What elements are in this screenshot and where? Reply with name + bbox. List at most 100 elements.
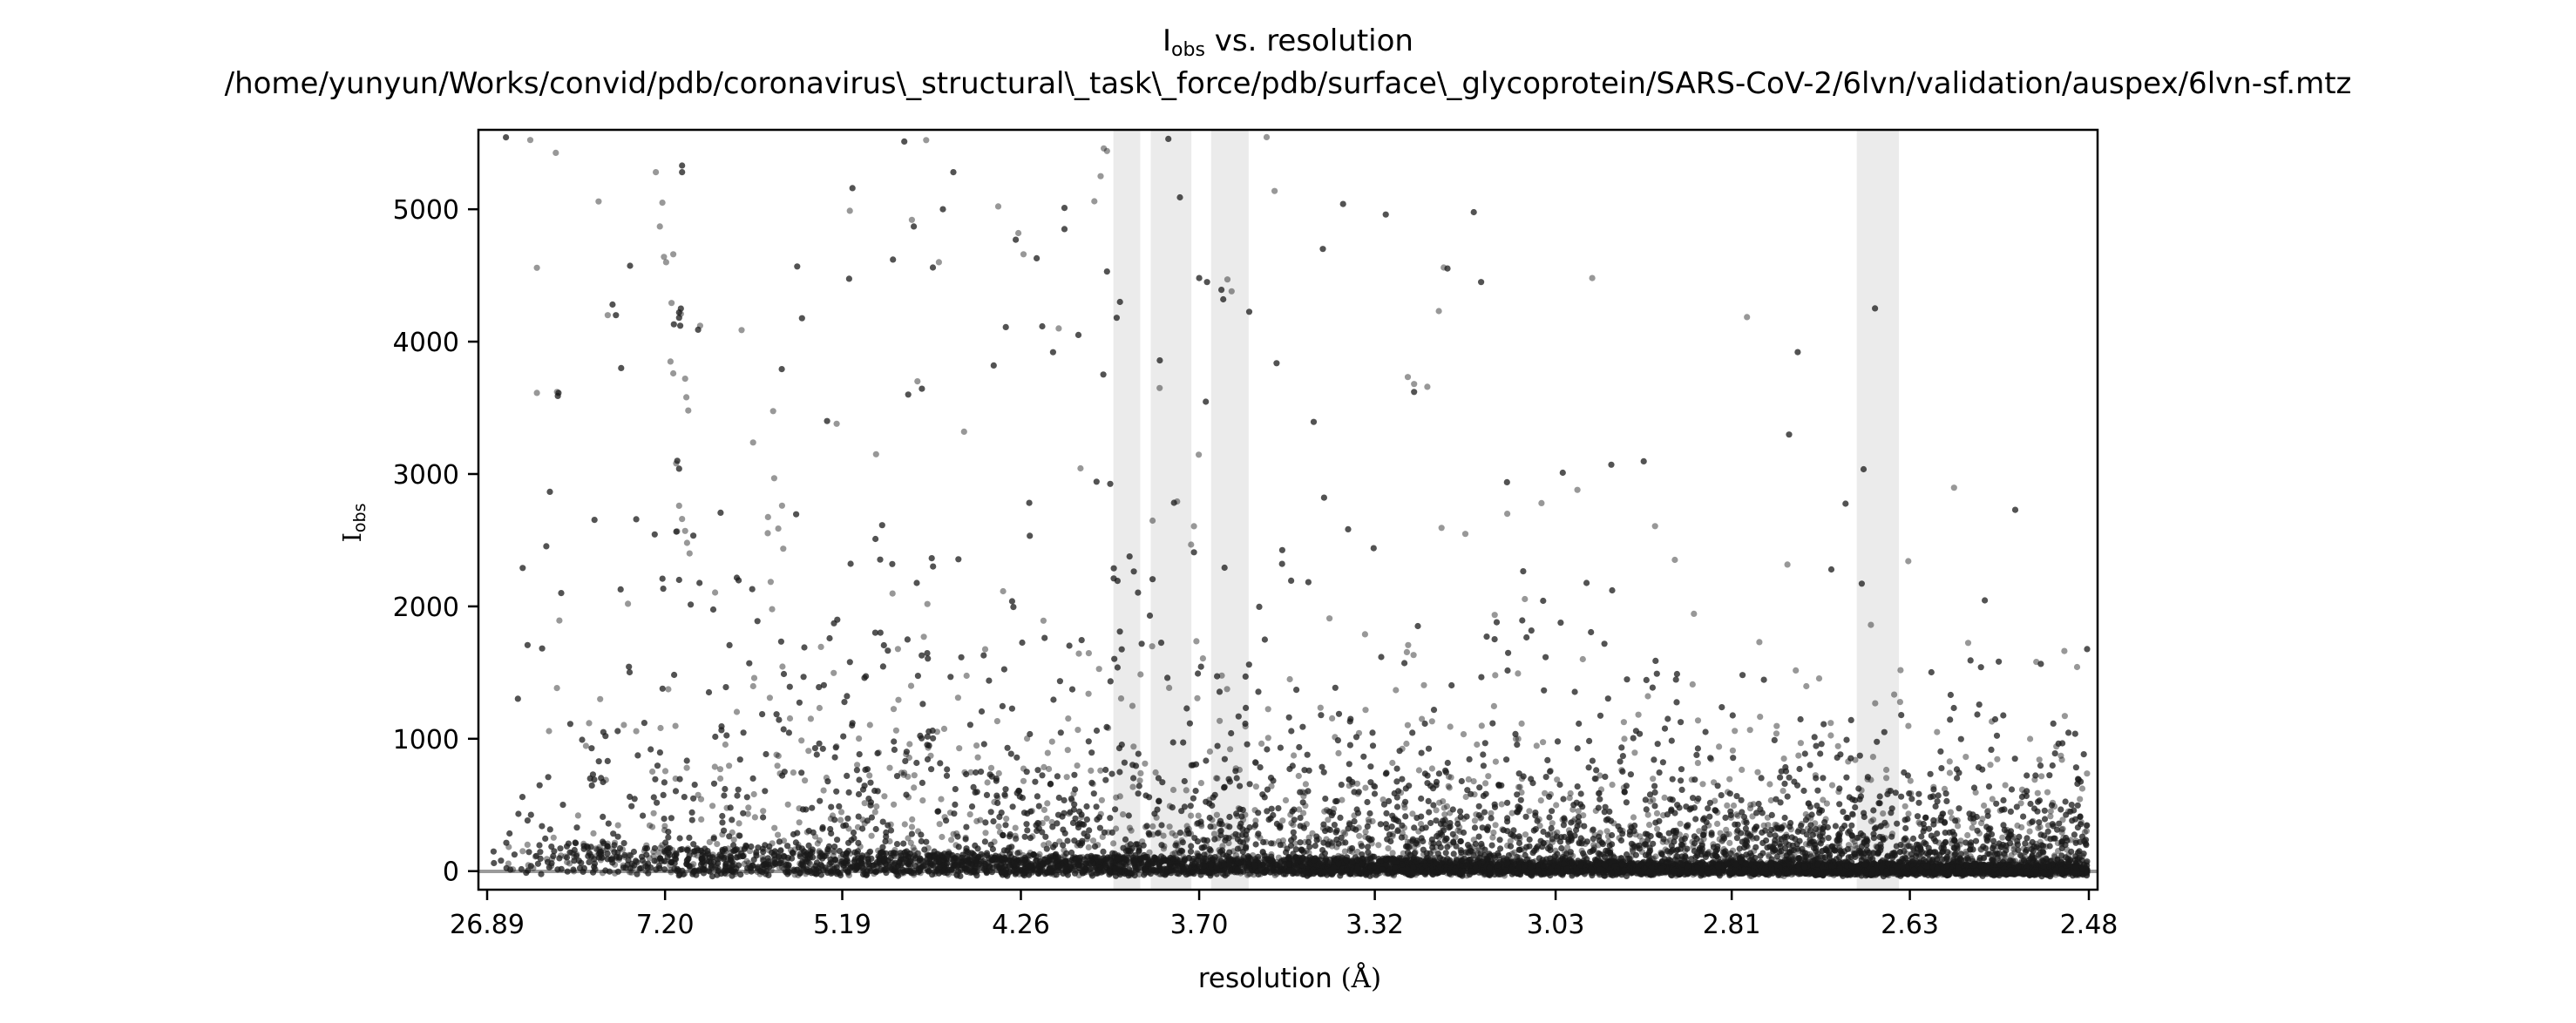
scatter-point	[1644, 693, 1651, 699]
scatter-point	[1131, 568, 1137, 574]
scatter-point	[847, 659, 853, 665]
scatter-point	[1605, 695, 1611, 701]
scatter-point	[1835, 743, 1841, 749]
scatter-point	[1807, 762, 1813, 768]
scatter-point	[1086, 691, 1092, 697]
scatter-point	[837, 817, 844, 823]
scatter-point	[1136, 782, 1142, 789]
scatter-point	[1116, 769, 1122, 775]
scatter-point	[519, 565, 525, 571]
scatter-point	[771, 475, 777, 481]
scatter-point	[2071, 807, 2077, 813]
scatter-point	[786, 729, 792, 735]
scatter-point	[1905, 810, 1911, 816]
scatter-point	[1874, 739, 1880, 745]
scatter-point	[1198, 780, 1204, 786]
scatter-point	[1850, 812, 1856, 818]
scatter-point	[1617, 758, 1624, 764]
scatter-point	[1647, 845, 1653, 851]
scatter-point	[814, 751, 820, 757]
scatter-point	[1429, 765, 1435, 771]
scatter-point	[612, 862, 618, 868]
scatter-point	[575, 812, 581, 818]
scatter-point	[1759, 850, 1766, 857]
scatter-point	[1117, 793, 1123, 799]
scatter-point	[801, 644, 807, 650]
scatter-point	[1934, 729, 1940, 735]
scatter-point	[1200, 655, 1206, 661]
scatter-point	[1726, 776, 1732, 782]
scatter-point	[1604, 828, 1610, 834]
scatter-point	[902, 821, 908, 827]
scatter-point	[1725, 789, 1731, 795]
scatter-point	[537, 849, 543, 855]
scatter-point	[912, 772, 918, 778]
scatter-point	[919, 701, 925, 707]
scatter-point	[740, 810, 746, 816]
scatter-point	[775, 832, 781, 838]
scatter-point	[621, 840, 627, 846]
scatter-point	[736, 787, 742, 793]
scatter-point	[830, 670, 837, 676]
ice-ring-band	[1114, 130, 1141, 890]
scatter-point	[913, 760, 919, 766]
scatter-point	[1290, 762, 1296, 769]
scatter-point	[525, 817, 531, 823]
scatter-point	[1126, 812, 1132, 818]
scatter-point	[1013, 755, 1020, 761]
scatter-point	[862, 782, 868, 789]
scatter-point	[1188, 843, 1194, 849]
scatter-point	[871, 788, 878, 794]
scatter-point	[1180, 839, 1186, 845]
scatter-point	[1387, 838, 1393, 844]
scatter-point	[586, 720, 592, 726]
scatter-point	[1781, 755, 1787, 762]
scatter-point	[1024, 827, 1030, 833]
scatter-point	[1120, 811, 1126, 817]
scatter-point	[684, 757, 690, 763]
scatter-point	[1816, 810, 1822, 816]
scatter-point	[1404, 649, 1410, 655]
scatter-point	[915, 828, 921, 834]
scatter-point	[808, 715, 814, 722]
scatter-point	[1154, 807, 1160, 813]
scatter-point	[1054, 773, 1061, 779]
scatter-point	[1318, 712, 1324, 718]
scatter-point	[1383, 810, 1389, 816]
scatter-point	[1158, 640, 1164, 646]
scatter-point	[1718, 704, 1725, 710]
scatter-point	[1347, 742, 1353, 749]
scatter-point	[1224, 686, 1230, 692]
scatter-point	[1480, 751, 1486, 757]
scatter-point	[1112, 806, 1118, 812]
scatter-point	[1518, 797, 1524, 803]
scatter-point	[2009, 786, 2015, 792]
scatter-point	[1503, 756, 1509, 762]
scatter-point	[1915, 800, 1922, 806]
scatter-point	[1714, 821, 1720, 827]
scatter-point	[1409, 729, 1415, 735]
scatter-point	[1709, 832, 1715, 838]
scatter-point	[1482, 740, 1488, 746]
scatter-point	[1546, 814, 1552, 820]
chart-title: Iobs vs. resolution	[1163, 24, 1413, 61]
scatter-point	[661, 816, 668, 822]
scatter-point	[539, 646, 546, 652]
scatter-point	[806, 843, 812, 849]
scatter-point	[1458, 847, 1464, 853]
scatter-point	[1472, 824, 1478, 830]
scatter-point	[1253, 841, 1259, 847]
scatter-point	[1279, 817, 1285, 823]
scatter-point	[969, 803, 975, 810]
scatter-point	[909, 816, 915, 823]
scatter-point	[880, 663, 886, 669]
scatter-point	[1504, 479, 1510, 485]
scatter-point	[1526, 808, 1532, 814]
scatter-point	[1843, 737, 1849, 743]
scatter-point	[836, 803, 842, 810]
scatter-point	[831, 849, 837, 855]
scatter-point	[1351, 812, 1357, 818]
scatter-point	[1973, 789, 1979, 796]
scatter-point	[1119, 647, 1125, 653]
